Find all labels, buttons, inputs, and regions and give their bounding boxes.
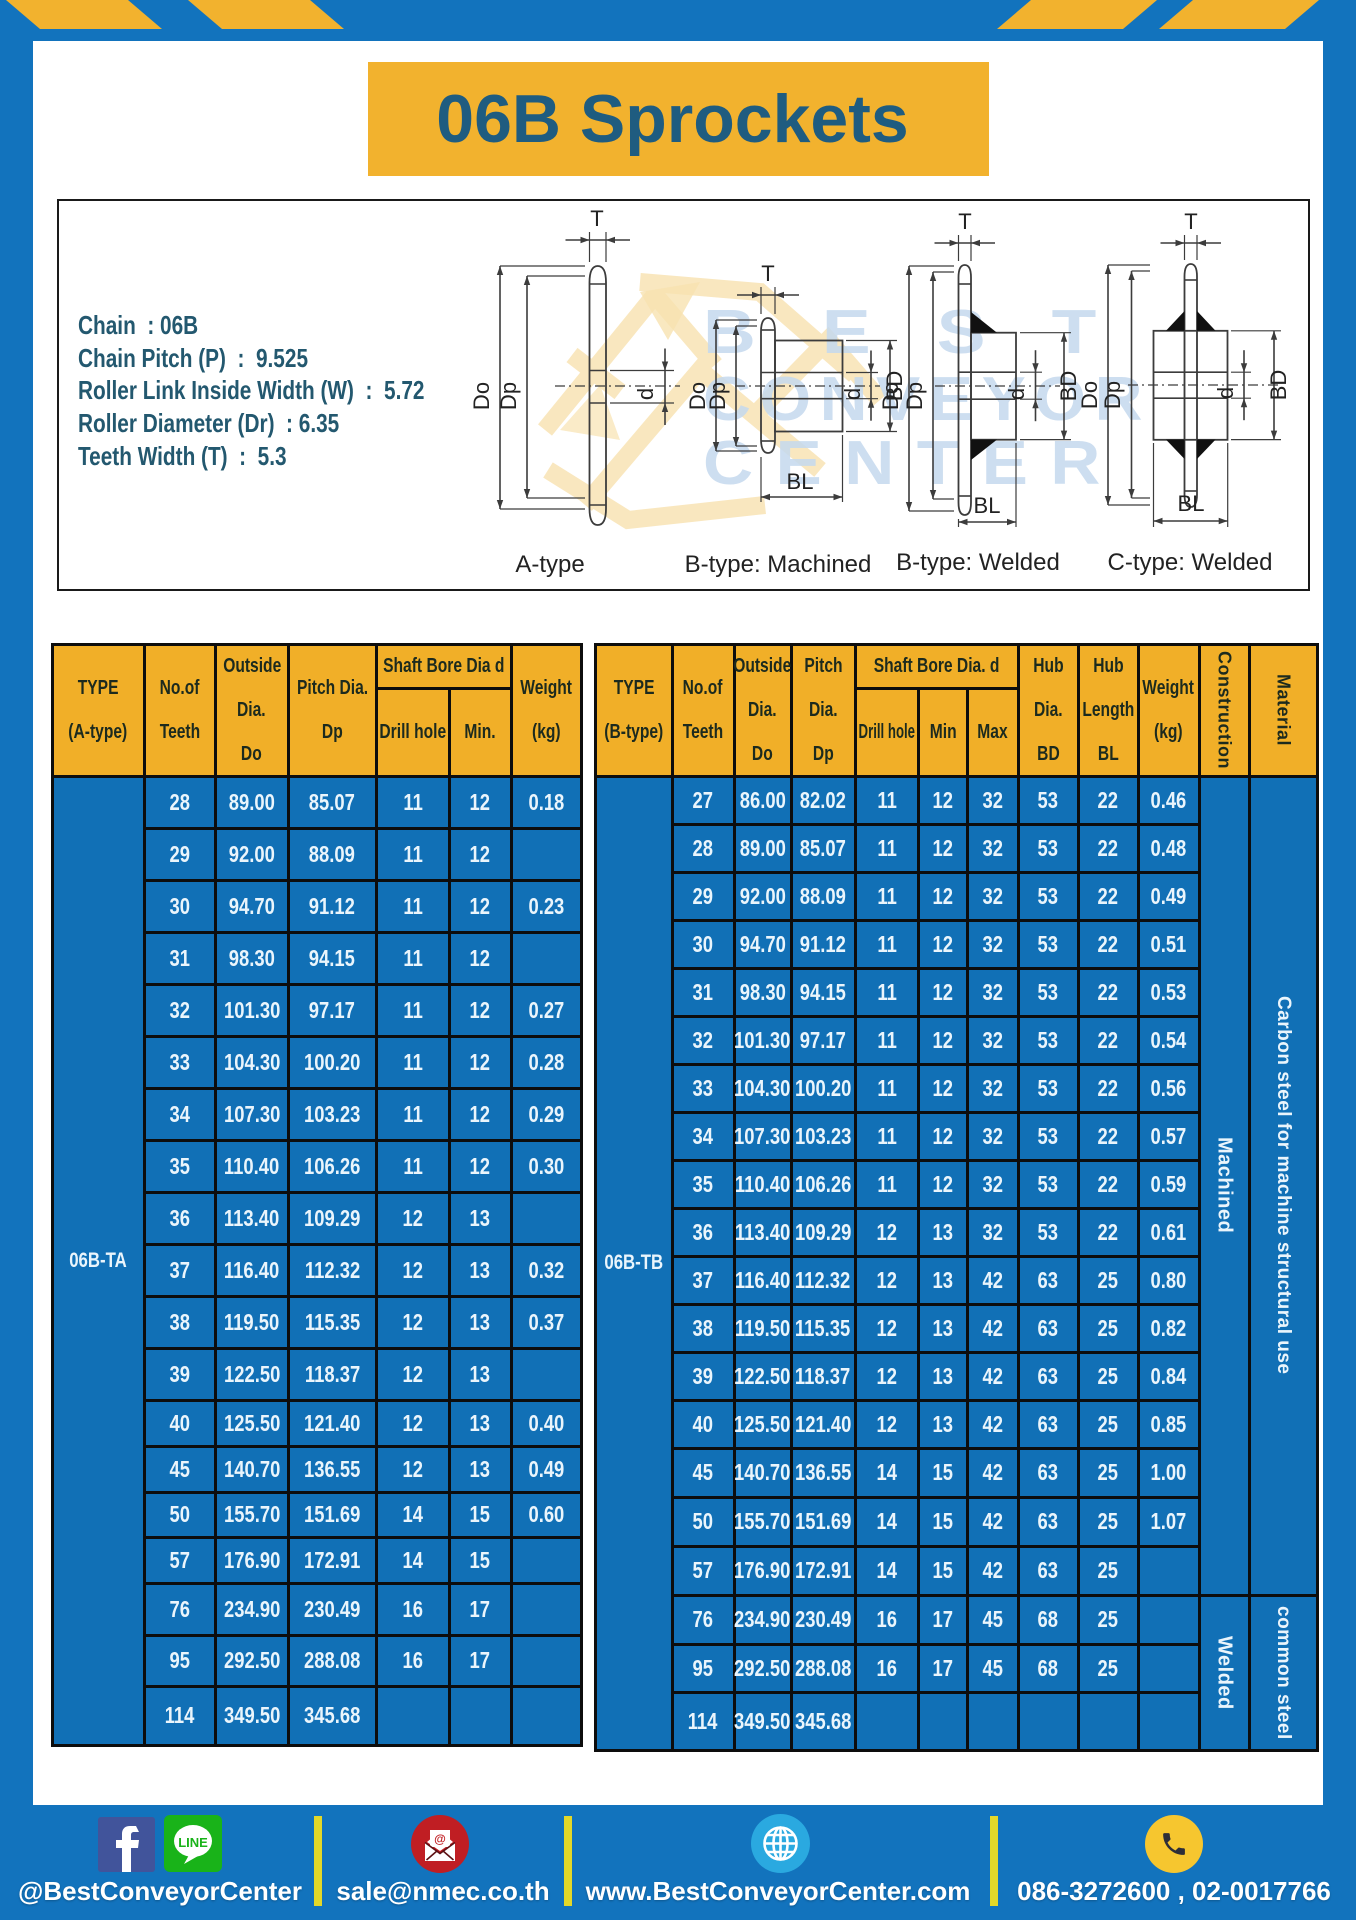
svg-text:BL: BL bbox=[974, 493, 1001, 518]
svg-text:Dp: Dp bbox=[705, 382, 730, 410]
svg-text:Do: Do bbox=[878, 382, 903, 410]
svg-text:C-type: Welded: C-type: Welded bbox=[1108, 549, 1273, 576]
svg-text:d: d bbox=[633, 388, 658, 400]
svg-text:BL: BL bbox=[1178, 491, 1205, 516]
svg-text:BD: BD bbox=[882, 371, 907, 402]
svg-text:BD: BD bbox=[1266, 370, 1291, 401]
svg-text:d: d bbox=[840, 388, 865, 400]
svg-text:d: d bbox=[1004, 388, 1029, 400]
svg-text:B-type: Welded: B-type: Welded bbox=[896, 549, 1060, 576]
svg-text:Dp: Dp bbox=[1100, 381, 1125, 409]
svg-text:LINE: LINE bbox=[178, 1835, 208, 1850]
svg-text:BL: BL bbox=[787, 469, 814, 494]
svg-text:d: d bbox=[1213, 387, 1238, 399]
svg-text:T: T bbox=[1184, 209, 1197, 234]
svg-text:Do: Do bbox=[469, 382, 494, 410]
svg-text:T: T bbox=[761, 261, 774, 286]
svg-text:B-type: Machined: B-type: Machined bbox=[685, 551, 872, 578]
svg-text:Dp: Dp bbox=[902, 382, 927, 410]
svg-text:T: T bbox=[590, 206, 603, 231]
svg-text:Dp: Dp bbox=[496, 382, 521, 410]
svg-text:@: @ bbox=[434, 1832, 446, 1846]
svg-text:A-type: A-type bbox=[515, 551, 584, 578]
svg-text:T: T bbox=[958, 209, 971, 234]
svg-text:BD: BD bbox=[1056, 371, 1081, 402]
svg-text:Do: Do bbox=[685, 382, 710, 410]
svg-text:Do: Do bbox=[1077, 381, 1102, 409]
